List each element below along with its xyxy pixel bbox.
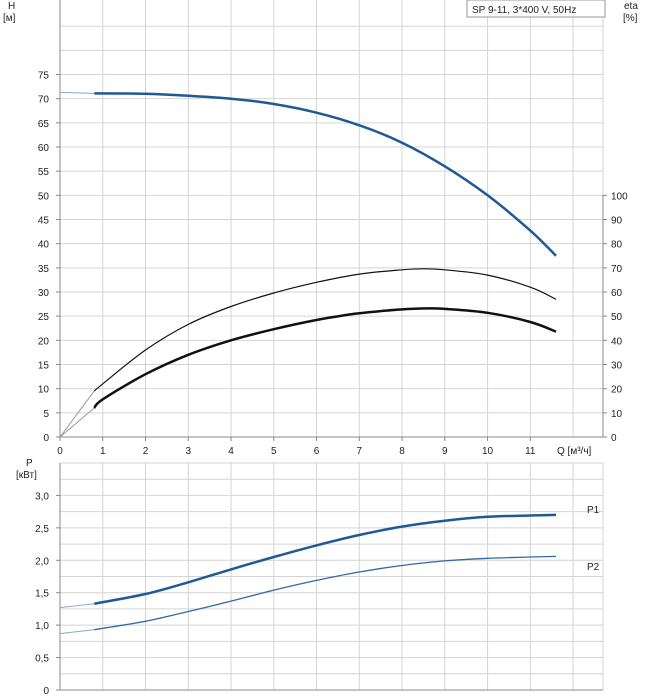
eta-tick-label: 10 [611,409,623,420]
efficiency-curve-pump-extension [59,390,95,438]
p-tick-label: 2,0 [35,556,49,567]
flow-axis-label: Q [м³/ч] [557,446,592,457]
efficiency-curve-pump [93,268,557,392]
y-tick-label: 20 [38,336,50,347]
x-tick-label: 7 [357,446,363,457]
series-label-p1: P1 [587,505,600,516]
x-tick-label: 6 [314,446,320,457]
y-tick-label: 70 [38,95,50,106]
p-tick-label: 2,5 [35,524,49,535]
p-tick-label: 1,0 [35,621,49,632]
legend-box [466,0,606,18]
x-tick-label: 11 [525,446,536,457]
bottom-chart-axes: 0 0,5 1,0 1,5 2,0 2,5 3,0 [35,463,603,697]
eta-tick-label: 50 [611,312,623,323]
power-curve-p1 [93,513,557,605]
y-tick-label: 25 [38,312,50,323]
x-tick-label: 10 [482,446,494,457]
eta-tick-label: 90 [611,216,623,227]
efficiency-curve-total [93,307,557,409]
y-tick-label: 75 [38,71,50,82]
y-tick-label: 55 [38,167,50,178]
power-axis-label-p: P [26,458,33,469]
x-tick-label: 1 [100,446,106,457]
top-chart-axes: 0510152025303540455055606570750102030405… [38,0,628,457]
p-tick-label: 3,0 [35,491,49,502]
chart-labels: H [м] eta [%] Q [м³/ч] P [кВт] P1 P2 [3,1,638,573]
series-label-p2: P2 [587,562,600,573]
y-tick-label: 40 [38,240,50,251]
legend-text: SP 9-11, 3*400 V, 50Hz [472,5,576,16]
y-tick-label: 5 [43,409,49,420]
p-tick-label: 1,5 [35,589,49,600]
eta-axis-label-unit: [%] [623,13,638,24]
y-tick-label: 35 [38,264,50,275]
performance-curves [59,91,557,635]
x-tick-label: 0 [57,446,63,457]
x-tick-label: 5 [271,446,277,457]
y-tick-label: 45 [38,216,50,227]
eta-tick-label: 30 [611,361,623,372]
eta-tick-label: 40 [611,336,623,347]
eta-tick-label: 70 [611,264,623,275]
efficiency-curve-total-extension [59,407,95,438]
eta-tick-label: 80 [611,240,623,251]
y-tick-label: 0 [43,433,49,444]
power-axis-label-unit: [кВт] [16,470,37,481]
y-tick-label: 10 [38,385,50,396]
x-tick-label: 4 [228,446,234,457]
p-tick-label: 0,5 [35,654,49,665]
eta-axis-label: eta [624,1,638,12]
legend: SP 9-11, 3*400 V, 50Hz [466,0,606,18]
top-chart-grid [59,0,604,438]
head-curve [94,92,557,257]
power-curve-p2 [94,555,557,631]
y-tick-label: 65 [38,119,50,130]
head-axis-label-unit: [м] [3,13,16,24]
head-curve-extension [59,91,95,94]
power-curve-p2-extension [59,629,95,635]
head-axis-label-h: H [8,1,15,12]
eta-tick-label: 0 [611,433,617,444]
eta-tick-label: 100 [611,191,628,202]
x-tick-label: 2 [143,446,149,457]
eta-tick-label: 60 [611,288,623,299]
power-curve-p1-extension [59,603,95,609]
y-tick-label: 30 [38,288,50,299]
p-tick-label: 0 [43,686,49,697]
eta-tick-label: 20 [611,385,623,396]
x-tick-label: 3 [185,446,191,457]
x-tick-label: 8 [399,446,405,457]
y-tick-label: 60 [38,143,50,154]
y-tick-label: 50 [38,191,50,202]
y-tick-label: 15 [38,361,50,372]
bottom-chart-grid [59,462,604,691]
x-tick-label: 9 [442,446,448,457]
